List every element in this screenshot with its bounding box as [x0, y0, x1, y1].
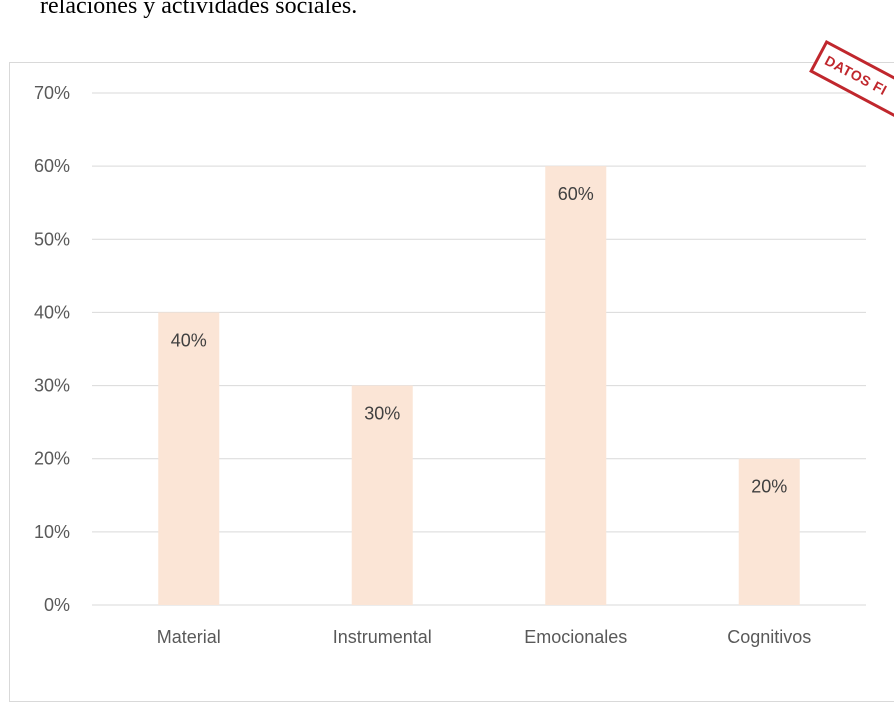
data-label: 40% — [171, 330, 207, 350]
bar-chart: 0% 10% 20% 30% 40% 50% 60% 70% 40% 30% 60% 20% Mat… — [34, 83, 866, 647]
x-tick-label: Emocionales — [524, 627, 627, 647]
bars — [158, 166, 800, 605]
bar-material — [158, 312, 220, 605]
y-tick-label: 10% — [34, 522, 70, 542]
bar-instrumental — [351, 385, 413, 605]
x-axis-ticks: Material Instrumental Emocionales Cognitivo… — [157, 627, 812, 647]
bar-cognitivos — [738, 458, 800, 605]
gridlines — [92, 92, 866, 606]
y-tick-label: 0% — [44, 595, 70, 615]
x-tick-label: Instrumental — [333, 627, 432, 647]
bar-emocionales — [545, 166, 607, 605]
x-tick-label: Cognitivos — [727, 627, 811, 647]
y-tick-label: 30% — [34, 376, 70, 396]
data-label: 30% — [364, 404, 400, 424]
y-tick-label: 50% — [34, 229, 70, 249]
y-tick-label: 40% — [34, 302, 70, 322]
data-labels: 40% 30% 60% 20% — [171, 184, 788, 497]
y-axis-ticks: 0% 10% 20% 30% 40% 50% 60% 70% — [34, 83, 70, 615]
data-label: 60% — [558, 184, 594, 204]
data-label: 20% — [751, 477, 787, 497]
y-tick-label: 70% — [34, 83, 70, 103]
figure-caption: relaciones y actividades sociales. — [40, 0, 358, 19]
y-tick-label: 60% — [34, 156, 70, 176]
y-tick-label: 20% — [34, 449, 70, 469]
x-tick-label: Material — [157, 627, 221, 647]
